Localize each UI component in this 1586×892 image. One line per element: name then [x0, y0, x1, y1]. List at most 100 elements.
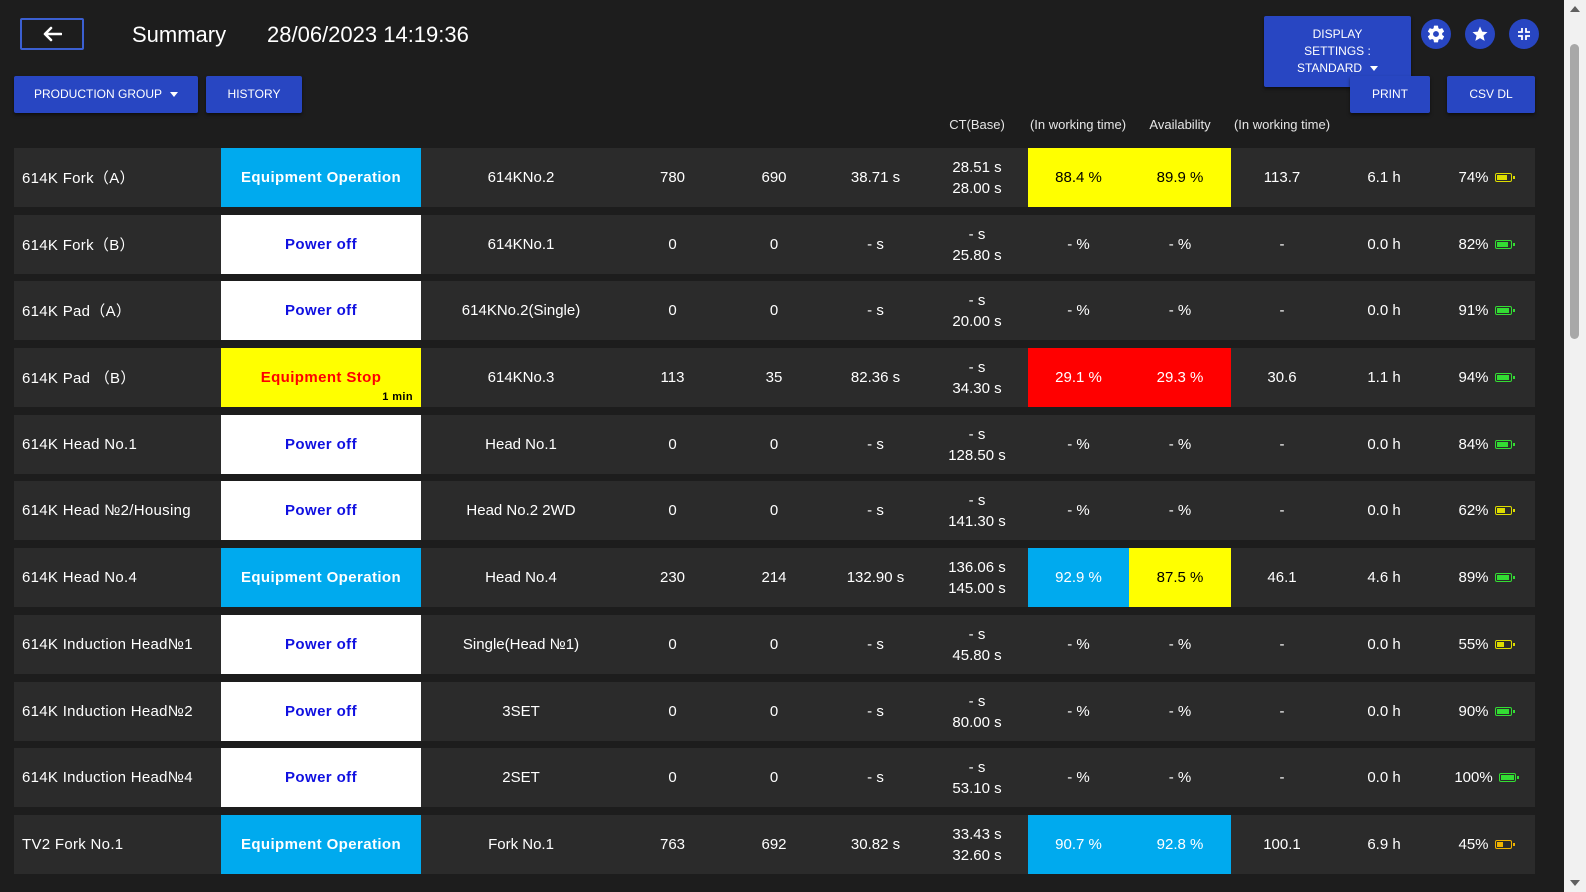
table-row[interactable]: 614K Head №2/Housing Power off Head No.2 2…: [14, 481, 1535, 540]
equipment-name[interactable]: 614K Induction Head№4: [22, 769, 193, 786]
back-button[interactable]: [20, 18, 84, 50]
equipment-name[interactable]: 614K Pad （B）: [22, 370, 136, 387]
status-label: Power off: [285, 703, 357, 720]
battery-cell: 90%: [1435, 682, 1535, 741]
actual-count: 35: [765, 369, 783, 386]
status-badge[interactable]: Power off: [221, 281, 421, 340]
ct-base: - s 53.10 s: [927, 748, 1027, 807]
hours-value: 1.1 h: [1367, 369, 1401, 386]
ct-base: 33.43 s 32.60 s: [927, 815, 1027, 874]
operating-rate: - %: [1067, 302, 1090, 319]
status-badge[interactable]: Power off: [221, 748, 421, 807]
history-button[interactable]: HISTORY: [206, 76, 302, 113]
status-badge[interactable]: Equipment Stop 1 min: [221, 348, 421, 407]
working-time-value: 46.1: [1267, 569, 1297, 586]
status-badge[interactable]: Power off: [221, 415, 421, 474]
display-settings-line2: SETTINGS :: [1304, 44, 1371, 58]
table-row[interactable]: 614K Induction Head№1 Power off Single(Hea…: [14, 615, 1535, 674]
equipment-name[interactable]: 614K Head №2/Housing: [22, 502, 191, 519]
equipment-name[interactable]: 614K Induction Head№2: [22, 703, 193, 720]
equipment-name[interactable]: 614K Head No.1: [22, 436, 138, 453]
actual-count: 0: [769, 302, 779, 319]
battery-cell: 100%: [1435, 748, 1535, 807]
status-badge[interactable]: Power off: [221, 615, 421, 674]
favorite-button[interactable]: [1465, 19, 1495, 49]
equipment-name[interactable]: 614K Induction Head№1: [22, 636, 193, 653]
settings-button[interactable]: [1421, 19, 1451, 49]
arrow-left-icon: [43, 26, 62, 42]
ct-base-standard: 141.30 s: [948, 512, 1006, 530]
table-row[interactable]: 614K Pad（A） Power off 614KNo.2(Single) 0 0 - …: [14, 281, 1535, 340]
display-settings-line1: DISPLAY: [1312, 27, 1363, 41]
operating-rate: - %: [1067, 236, 1090, 253]
plan-count: 0: [668, 703, 677, 720]
actual-count: 0: [769, 769, 779, 786]
scrollbar[interactable]: [1564, 0, 1586, 892]
compress-button[interactable]: [1509, 19, 1539, 49]
csv-label: CSV DL: [1469, 87, 1513, 101]
plan-count: 0: [668, 436, 677, 453]
working-time-value: -: [1279, 502, 1285, 519]
cycle-time: 132.90 s: [846, 569, 905, 586]
table-row[interactable]: 614K Pad （B） Equipment Stop 1 min 614KNo.3 1…: [14, 348, 1535, 407]
battery-percent: 82%: [1458, 236, 1489, 253]
availability-value: - %: [1168, 436, 1192, 453]
print-button[interactable]: PRINT: [1350, 76, 1430, 113]
table-row[interactable]: 614K Head No.4 Equipment Operation Head No…: [14, 548, 1535, 607]
status-badge[interactable]: Power off: [221, 215, 421, 274]
ct-base: - s 34.30 s: [927, 348, 1027, 407]
plan-count: 0: [668, 636, 677, 653]
battery-cell: 84%: [1435, 415, 1535, 474]
availability-value: 89.9 %: [1129, 148, 1231, 207]
ct-base-standard: 32.60 s: [952, 846, 1002, 864]
working-time-value: -: [1279, 769, 1285, 786]
caret-down-icon: [1370, 66, 1379, 72]
table-row[interactable]: 614K Fork（B） Power off 614KNo.1 0 0 - s - s 25.…: [14, 215, 1535, 274]
scroll-down-icon[interactable]: [1570, 880, 1580, 886]
model-name: Head No.4: [485, 569, 557, 586]
table-row[interactable]: TV2 Fork No.1 Equipment Operation Fork No.…: [14, 815, 1535, 874]
table-row[interactable]: 614K Fork（A） Equipment Operation 614KNo.2 7…: [14, 148, 1535, 207]
battery-cell: 91%: [1435, 281, 1535, 340]
col-header-working-time-rate: (In working time): [1029, 117, 1127, 132]
ct-base: - s 25.80 s: [927, 215, 1027, 274]
status-badge[interactable]: Power off: [221, 481, 421, 540]
equipment-name[interactable]: 614K Fork（A）: [22, 170, 135, 187]
model-name: 614KNo.3: [487, 369, 555, 386]
equipment-name[interactable]: 614K Fork（B）: [22, 237, 135, 254]
ct-base-current: - s: [968, 291, 986, 309]
battery-percent: 100%: [1454, 769, 1493, 786]
equipment-name[interactable]: TV2 Fork No.1: [22, 836, 124, 853]
col-header-availability: Availability: [1149, 117, 1211, 132]
ct-base: - s 128.50 s: [927, 415, 1027, 474]
scroll-up-icon[interactable]: [1570, 6, 1580, 12]
csv-download-button[interactable]: CSV DL: [1447, 76, 1535, 113]
equipment-name[interactable]: 614K Head No.4: [22, 569, 138, 586]
status-badge[interactable]: Equipment Operation: [221, 548, 421, 607]
battery-percent: 45%: [1458, 836, 1489, 853]
ct-base-standard: 34.30 s: [952, 379, 1002, 397]
status-badge[interactable]: Equipment Operation: [221, 148, 421, 207]
table-row[interactable]: 614K Induction Head№2 Power off 3SET 0 0- s-…: [14, 682, 1535, 741]
status-label: Power off: [285, 302, 357, 319]
status-badge[interactable]: Equipment Operation: [221, 815, 421, 874]
working-time-value: -: [1279, 236, 1285, 253]
table-row[interactable]: 614K Head No.1 Power off Head No.1 0 0- s- s…: [14, 415, 1535, 474]
ct-base-standard: 25.80 s: [952, 246, 1002, 264]
ct-base-current: 28.51 s: [952, 158, 1002, 176]
equipment-name[interactable]: 614K Pad（A）: [22, 303, 132, 320]
production-group-label: PRODUCTION GROUP: [33, 87, 162, 101]
ct-base-standard: 45.80 s: [952, 646, 1002, 664]
production-group-dropdown[interactable]: PRODUCTION GROUP: [14, 76, 198, 113]
actual-count: 0: [769, 703, 779, 720]
status-badge[interactable]: Power off: [221, 682, 421, 741]
scroll-thumb[interactable]: [1570, 44, 1579, 339]
ct-base: - s 80.00 s: [927, 682, 1027, 741]
ct-base-current: - s: [968, 491, 986, 509]
display-settings-dropdown[interactable]: DISPLAY SETTINGS : STANDARD: [1264, 16, 1411, 87]
cycle-time: - s: [867, 769, 884, 786]
battery-icon: [1494, 173, 1515, 182]
ct-base-current: - s: [968, 692, 986, 710]
hours-value: 0.0 h: [1367, 703, 1401, 720]
table-row[interactable]: 614K Induction Head№4 Power off 2SET 0 0- s-…: [14, 748, 1535, 807]
